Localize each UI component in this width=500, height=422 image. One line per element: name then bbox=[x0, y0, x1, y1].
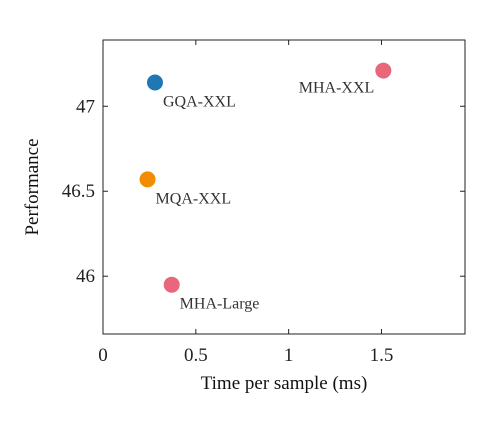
plot-area-frame bbox=[102, 39, 466, 335]
x-tick-label: 0.5 bbox=[184, 345, 208, 366]
y-tick-label: 47 bbox=[76, 96, 95, 117]
data-point bbox=[375, 62, 392, 79]
y-axis: 46 46.5 47 bbox=[62, 96, 465, 287]
point-label: MHA-Large bbox=[180, 296, 260, 313]
y-tick-label: 46 bbox=[76, 266, 95, 287]
data-point bbox=[139, 171, 156, 188]
x-tick-label: 1 bbox=[284, 345, 294, 366]
point-label: MQA-XXL bbox=[156, 190, 232, 207]
data-points: GQA-XXL MHA-XXL MQA-XXL MHA-Large bbox=[139, 62, 392, 313]
point-label: GQA-XXL bbox=[163, 93, 236, 110]
x-tick-label: 0 bbox=[98, 345, 108, 366]
x-axis-title: Time per sample (ms) bbox=[201, 373, 368, 394]
y-tick-label: 46.5 bbox=[62, 181, 95, 202]
x-axis: 0 0.5 1 1.5 bbox=[98, 40, 393, 366]
point-label: MHA-XXL bbox=[299, 80, 375, 97]
y-axis-title: Performance bbox=[22, 138, 43, 235]
data-point bbox=[146, 74, 163, 91]
data-point bbox=[163, 276, 180, 293]
x-tick-label: 1.5 bbox=[370, 345, 394, 366]
